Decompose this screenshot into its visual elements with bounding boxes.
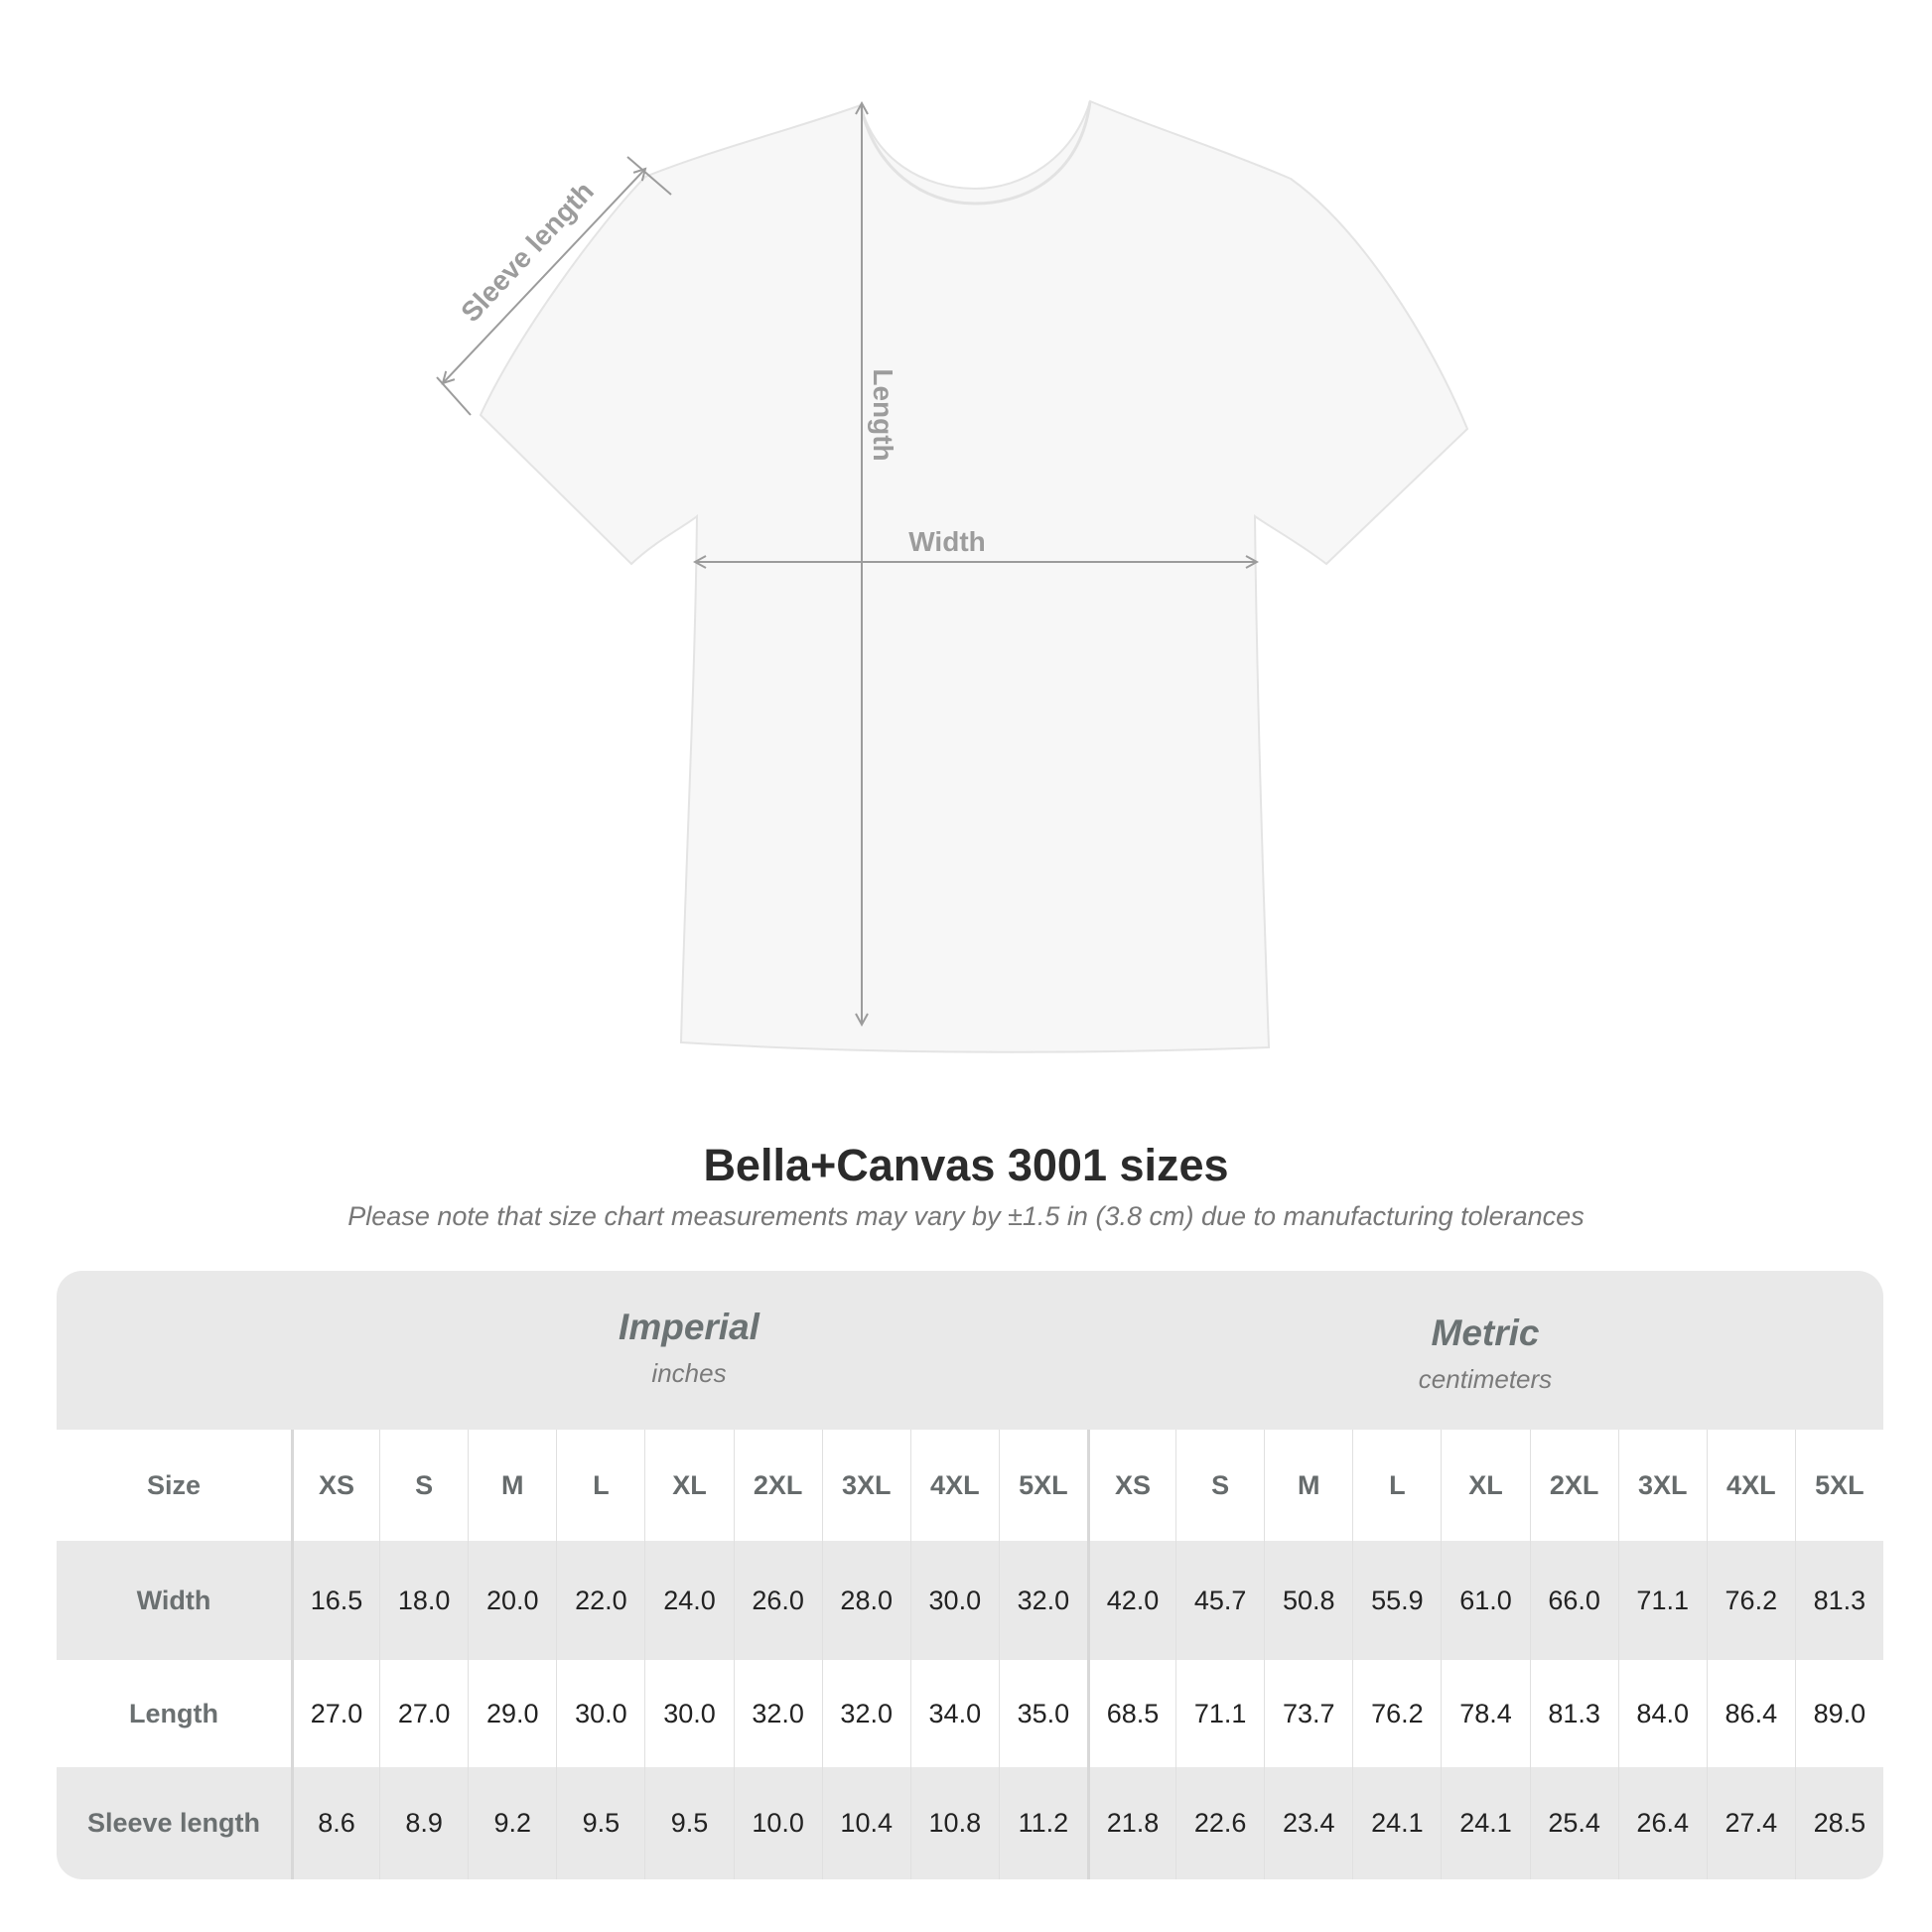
size-header-cell: 3XL [821, 1430, 910, 1541]
value-cell: 55.9 [1352, 1541, 1441, 1660]
value-cell: 30.0 [556, 1660, 644, 1767]
table-row: Width 16.5 18.0 20.0 22.0 24.0 26.0 28.0 30.0 32.… [57, 1541, 1883, 1660]
value-cell: 18.0 [379, 1541, 468, 1660]
value-cell: 16.5 [291, 1541, 379, 1660]
size-header-row: Size XS S M L XL 2XL 3XL 4XL 5XL XS S M L XL 2XL 3XL 4XL 5… [57, 1430, 1883, 1541]
value-cell: 27.4 [1706, 1767, 1795, 1879]
size-header-cell: 3XL [1617, 1430, 1707, 1541]
value-cell: 10.0 [733, 1767, 822, 1879]
value-cell: 71.1 [1617, 1541, 1707, 1660]
size-header-cell: 5XL [1794, 1430, 1883, 1541]
size-header-cell: 4XL [1706, 1430, 1795, 1541]
size-header-cell: 2XL [733, 1430, 822, 1541]
value-cell: 8.9 [379, 1767, 468, 1879]
value-cell: 22.6 [1175, 1767, 1264, 1879]
table-header: Imperial inches Metric centimeters [57, 1271, 1883, 1430]
metric-title: Metric [1431, 1312, 1540, 1353]
size-header-cell: 4XL [909, 1430, 999, 1541]
value-cell: 32.0 [998, 1541, 1087, 1660]
value-cell: 29.0 [468, 1660, 556, 1767]
value-cell: 86.4 [1706, 1660, 1795, 1767]
tshirt-shape [479, 99, 1469, 1053]
size-header-cell: XL [644, 1430, 733, 1541]
width-label: Width [908, 526, 986, 557]
row-label: Sleeve length [86, 1808, 261, 1838]
value-cell: 26.0 [733, 1541, 822, 1660]
value-cell: 9.5 [556, 1767, 644, 1879]
value-cell: 32.0 [733, 1660, 822, 1767]
imperial-unit: inches [651, 1358, 727, 1388]
value-cell: 61.0 [1441, 1541, 1529, 1660]
size-header-cell: L [1352, 1430, 1441, 1541]
table-row: Sleeve length 8.6 8.9 9.2 9.5 9.5 10.0 10.4 10.8… [57, 1767, 1883, 1879]
size-header-cell: M [1264, 1430, 1352, 1541]
value-cell: 34.0 [909, 1660, 999, 1767]
value-cell: 45.7 [1175, 1541, 1264, 1660]
sleeve-tick [626, 156, 672, 196]
value-cell: 9.5 [644, 1767, 733, 1879]
value-cell: 71.1 [1175, 1660, 1264, 1767]
size-header-cell: 2XL [1529, 1430, 1618, 1541]
value-cell: 10.4 [821, 1767, 910, 1879]
value-cell: 22.0 [556, 1541, 644, 1660]
size-header-cell: L [556, 1430, 644, 1541]
value-cell: 11.2 [998, 1767, 1087, 1879]
value-cell: 50.8 [1264, 1541, 1352, 1660]
metric-header: Metric centimeters [1087, 1312, 1883, 1395]
value-cell: 78.4 [1441, 1660, 1529, 1767]
table-row: Length 27.0 27.0 29.0 30.0 30.0 32.0 32.0 34.0 35… [57, 1660, 1883, 1767]
value-cell: 89.0 [1794, 1660, 1883, 1767]
value-cell: 10.8 [909, 1767, 999, 1879]
value-cell: 21.8 [1087, 1767, 1175, 1879]
value-cell: 26.4 [1617, 1767, 1707, 1879]
value-cell: 68.5 [1087, 1660, 1175, 1767]
sleeve-measure-line [443, 169, 645, 383]
value-cell: 24.1 [1441, 1767, 1529, 1879]
size-header-cell: M [468, 1430, 556, 1541]
size-header-cell: 5XL [998, 1430, 1087, 1541]
page-title: Bella+Canvas 3001 sizes [703, 1140, 1229, 1190]
size-header-cell: XS [291, 1430, 379, 1541]
value-cell: 8.6 [291, 1767, 379, 1879]
row-label: Length [129, 1698, 218, 1728]
tshirt-diagram: Length Width Sleeve length [436, 99, 1469, 1053]
sleeve-tick [436, 376, 472, 416]
neckline [859, 100, 1092, 206]
value-cell: 25.4 [1529, 1767, 1618, 1879]
value-cell: 76.2 [1706, 1541, 1795, 1660]
size-header-cell: S [1175, 1430, 1264, 1541]
imperial-title: Imperial [619, 1307, 759, 1347]
value-cell: 76.2 [1352, 1660, 1441, 1767]
value-cell: 32.0 [821, 1660, 910, 1767]
value-cell: 42.0 [1087, 1541, 1175, 1660]
size-header-cell: S [379, 1430, 468, 1541]
imperial-header: Imperial inches [291, 1307, 1087, 1389]
value-cell: 28.5 [1794, 1767, 1883, 1879]
value-cell: 30.0 [644, 1660, 733, 1767]
value-cell: 81.3 [1794, 1541, 1883, 1660]
length-label: Length [868, 368, 898, 461]
row-label: Size [146, 1469, 202, 1500]
value-cell: 20.0 [468, 1541, 556, 1660]
row-label: Width [136, 1585, 211, 1615]
value-cell: 35.0 [998, 1660, 1087, 1767]
size-chart-table: Imperial inches Metric centimeters Size X… [57, 1271, 1883, 1879]
value-cell: 27.0 [379, 1660, 468, 1767]
value-cell: 23.4 [1264, 1767, 1352, 1879]
value-cell: 66.0 [1529, 1541, 1618, 1660]
value-cell: 27.0 [291, 1660, 379, 1767]
metric-unit: centimeters [1418, 1364, 1553, 1394]
value-cell: 24.0 [644, 1541, 733, 1660]
value-cell: 24.1 [1352, 1767, 1441, 1879]
value-cell: 28.0 [821, 1541, 910, 1660]
value-cell: 84.0 [1617, 1660, 1707, 1767]
size-header-cell: XL [1441, 1430, 1529, 1541]
value-cell: 73.7 [1264, 1660, 1352, 1767]
tolerance-note: Please note that size chart measurements… [347, 1201, 1585, 1231]
value-cell: 9.2 [468, 1767, 556, 1879]
value-cell: 81.3 [1529, 1660, 1618, 1767]
size-header-cell: XS [1087, 1430, 1175, 1541]
value-cell: 30.0 [909, 1541, 999, 1660]
